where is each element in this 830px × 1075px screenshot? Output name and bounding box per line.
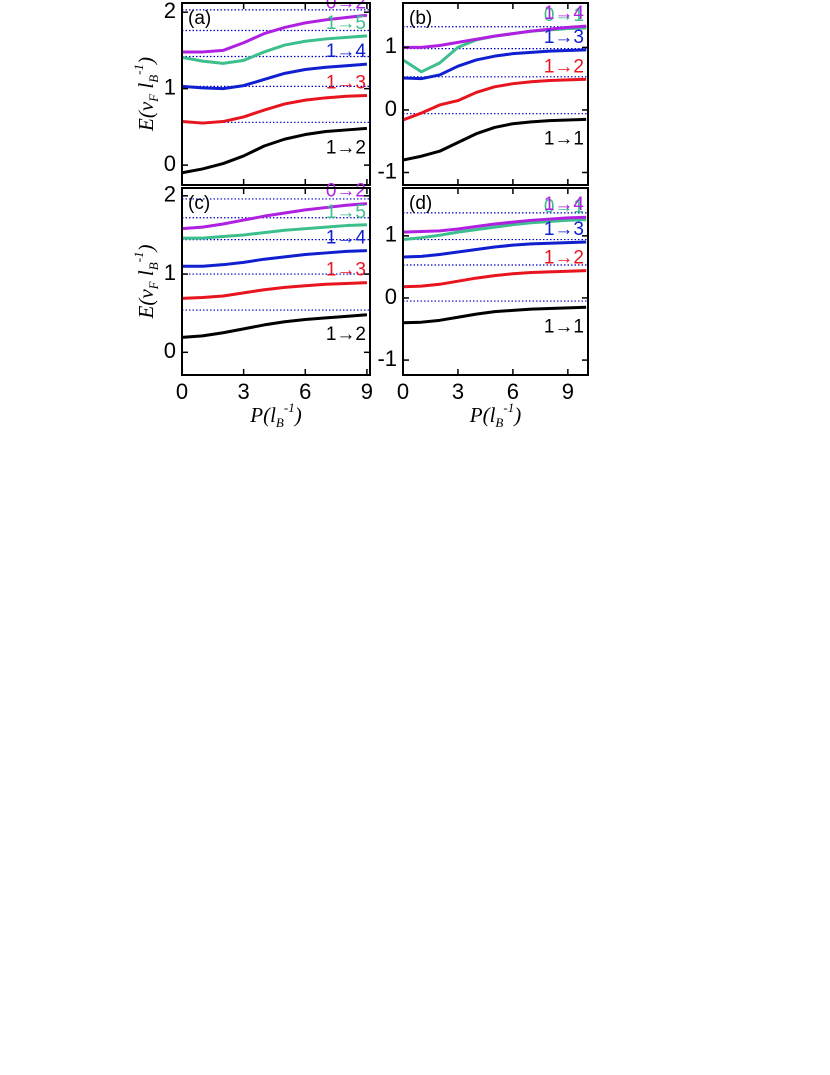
y-tick-label: 0 (164, 338, 176, 363)
x-axis-label-part: B (495, 415, 503, 430)
y-axis-label-part: F (146, 280, 161, 290)
curve-label: 1→1 (544, 316, 584, 337)
y-axis-label-part: -1 (131, 252, 146, 263)
axes-frame (402, 187, 589, 376)
curve (182, 34, 368, 65)
curve-label: 1→1 (544, 128, 584, 149)
panel-title: (c) (188, 193, 210, 214)
curve (182, 281, 367, 300)
curve-label: 1→5 (326, 202, 366, 223)
plot-area (182, 9, 370, 175)
curve (403, 215, 587, 234)
curve (182, 94, 367, 125)
y-axis-label-part: B (146, 262, 161, 270)
curve (403, 117, 587, 162)
y-axis-label-part: E(ν (134, 101, 158, 132)
y-tick-label: 2 (164, 182, 176, 207)
curve-label: 1→2 (544, 248, 584, 269)
curve-label: 1→3 (326, 260, 366, 281)
x-axis-label-part: -1 (503, 400, 514, 415)
panel-title: (d) (409, 193, 432, 214)
panel-title: (a) (188, 8, 211, 29)
curve (182, 223, 367, 240)
curve-label: 1→2 (326, 324, 366, 345)
x-axis-label-part: P(l (469, 403, 496, 427)
y-tick-label: 0 (385, 284, 397, 309)
curve (182, 13, 368, 54)
curve-label: 1→5 (326, 13, 366, 34)
y-tick-label: 2 (164, 0, 176, 23)
curve-label: 1→4 (544, 194, 585, 215)
curve (403, 24, 587, 49)
axes-frame (181, 2, 371, 186)
x-tick-label: 6 (507, 379, 519, 404)
x-tick-label: 3 (238, 379, 250, 404)
curve (403, 48, 587, 81)
y-axis-label-part: E(ν (134, 289, 158, 320)
curve-label: 1→3 (544, 27, 584, 48)
curve-label: 1→4 (326, 41, 367, 62)
curve (403, 218, 587, 242)
curve (403, 240, 587, 259)
y-axis-label: E(νF lB-1) (131, 245, 161, 320)
curve-label: 0→1 (544, 197, 584, 218)
x-tick-label: 9 (361, 379, 373, 404)
y-tick-label: 1 (164, 260, 176, 285)
x-axis-label: P(lB-1) (249, 400, 301, 430)
curve (182, 313, 368, 339)
plot-area (182, 198, 370, 339)
x-axis-label-part: ) (294, 403, 302, 427)
y-tick-label: 1 (385, 222, 397, 247)
y-tick-label: 0 (385, 96, 397, 121)
curve-label: 1→2 (544, 56, 584, 77)
curve (182, 249, 367, 268)
x-tick-label: 3 (452, 379, 464, 404)
y-tick-label: 1 (385, 33, 397, 58)
y-axis-label-part: ) (134, 57, 158, 65)
y-axis-label: E(νF lB-1) (131, 57, 161, 132)
curve (403, 77, 587, 122)
y-axis-label-part: l (134, 270, 158, 281)
x-axis-label-part: P(l (249, 403, 276, 427)
curve-label: 1→4 (544, 3, 585, 24)
curve-label: 1→3 (544, 219, 584, 240)
curve (403, 269, 587, 289)
y-axis-label-part: B (146, 75, 161, 83)
y-axis-label-part: F (146, 93, 161, 103)
panel-title: (b) (409, 8, 432, 29)
x-axis-label-part: B (276, 415, 284, 430)
x-axis-label-part: ) (513, 403, 521, 427)
y-tick-label: 1 (164, 74, 176, 99)
curve (182, 62, 368, 91)
x-axis-label-part: -1 (284, 400, 295, 415)
x-axis-label: P(lB-1) (469, 400, 521, 430)
curve-label: 0→2 (326, 0, 366, 13)
curve-label: 1→3 (326, 73, 366, 94)
plot-area (403, 212, 588, 325)
y-tick-label: -1 (377, 346, 397, 371)
y-axis-label-part: -1 (131, 64, 146, 75)
curve (182, 202, 368, 231)
curve (403, 305, 587, 325)
curve-label: 0→1 (544, 5, 584, 26)
curve-label: 1→2 (326, 137, 366, 158)
axes-frame (402, 2, 589, 186)
axes-frame (181, 187, 371, 376)
curve (182, 126, 368, 175)
x-tick-label: 9 (562, 379, 574, 404)
curve-label: 0→2 (326, 181, 366, 202)
y-axis-label-part: l (134, 83, 158, 94)
y-tick-label: 0 (164, 151, 176, 176)
y-axis-label-part: ) (134, 245, 158, 253)
x-tick-label: 0 (397, 379, 409, 404)
x-tick-label: 0 (176, 379, 188, 404)
y-tick-label: -1 (377, 158, 397, 183)
x-tick-label: 6 (299, 379, 311, 404)
curve-label: 1→4 (326, 228, 367, 249)
plot-area (403, 24, 588, 162)
